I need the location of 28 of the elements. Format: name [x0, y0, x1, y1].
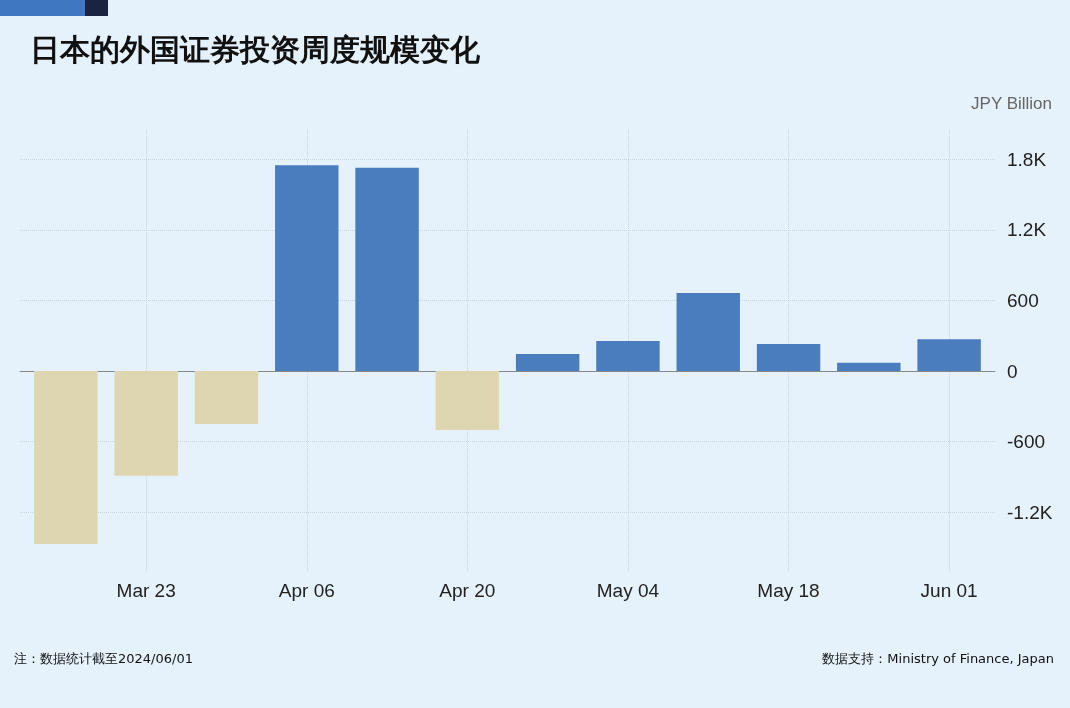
bar: [676, 292, 740, 372]
bar: [114, 371, 178, 476]
y-tick-label: 1.2K: [1007, 219, 1047, 241]
bar: [34, 371, 98, 544]
bar: [596, 341, 660, 372]
text: 数据支持：Ministry of Finance, Japan: [822, 650, 1054, 668]
y-tick-label: -1.2K: [1007, 501, 1053, 523]
x-tick-label: Jun 01: [920, 580, 978, 601]
bar: [194, 371, 259, 424]
y-axis-title: JPY Billion: [971, 94, 1052, 114]
y-tick-label: 1.8K: [1007, 148, 1047, 170]
y-tick-label: 0: [1007, 360, 1018, 382]
bar: [917, 339, 981, 372]
x-tick-label: Apr 20: [439, 580, 496, 601]
x-tick-label: Apr 06: [278, 580, 335, 601]
bar: [756, 344, 821, 372]
text: 注：数据统计截至2024/06/01: [14, 650, 193, 668]
x-tick-label: May 18: [757, 580, 820, 601]
x-tick-label: Mar 23: [116, 580, 176, 601]
bar: [355, 167, 419, 372]
bar: [435, 371, 500, 430]
y-tick-label: 600: [1007, 290, 1039, 312]
y-tick-label: -600: [1007, 431, 1046, 453]
bar: [515, 354, 580, 372]
chart-title: 日本的外国证券投资周度规模变化: [30, 31, 480, 69]
bar: [275, 165, 339, 372]
bar: [837, 362, 901, 372]
x-tick-label: May 04: [596, 580, 660, 601]
